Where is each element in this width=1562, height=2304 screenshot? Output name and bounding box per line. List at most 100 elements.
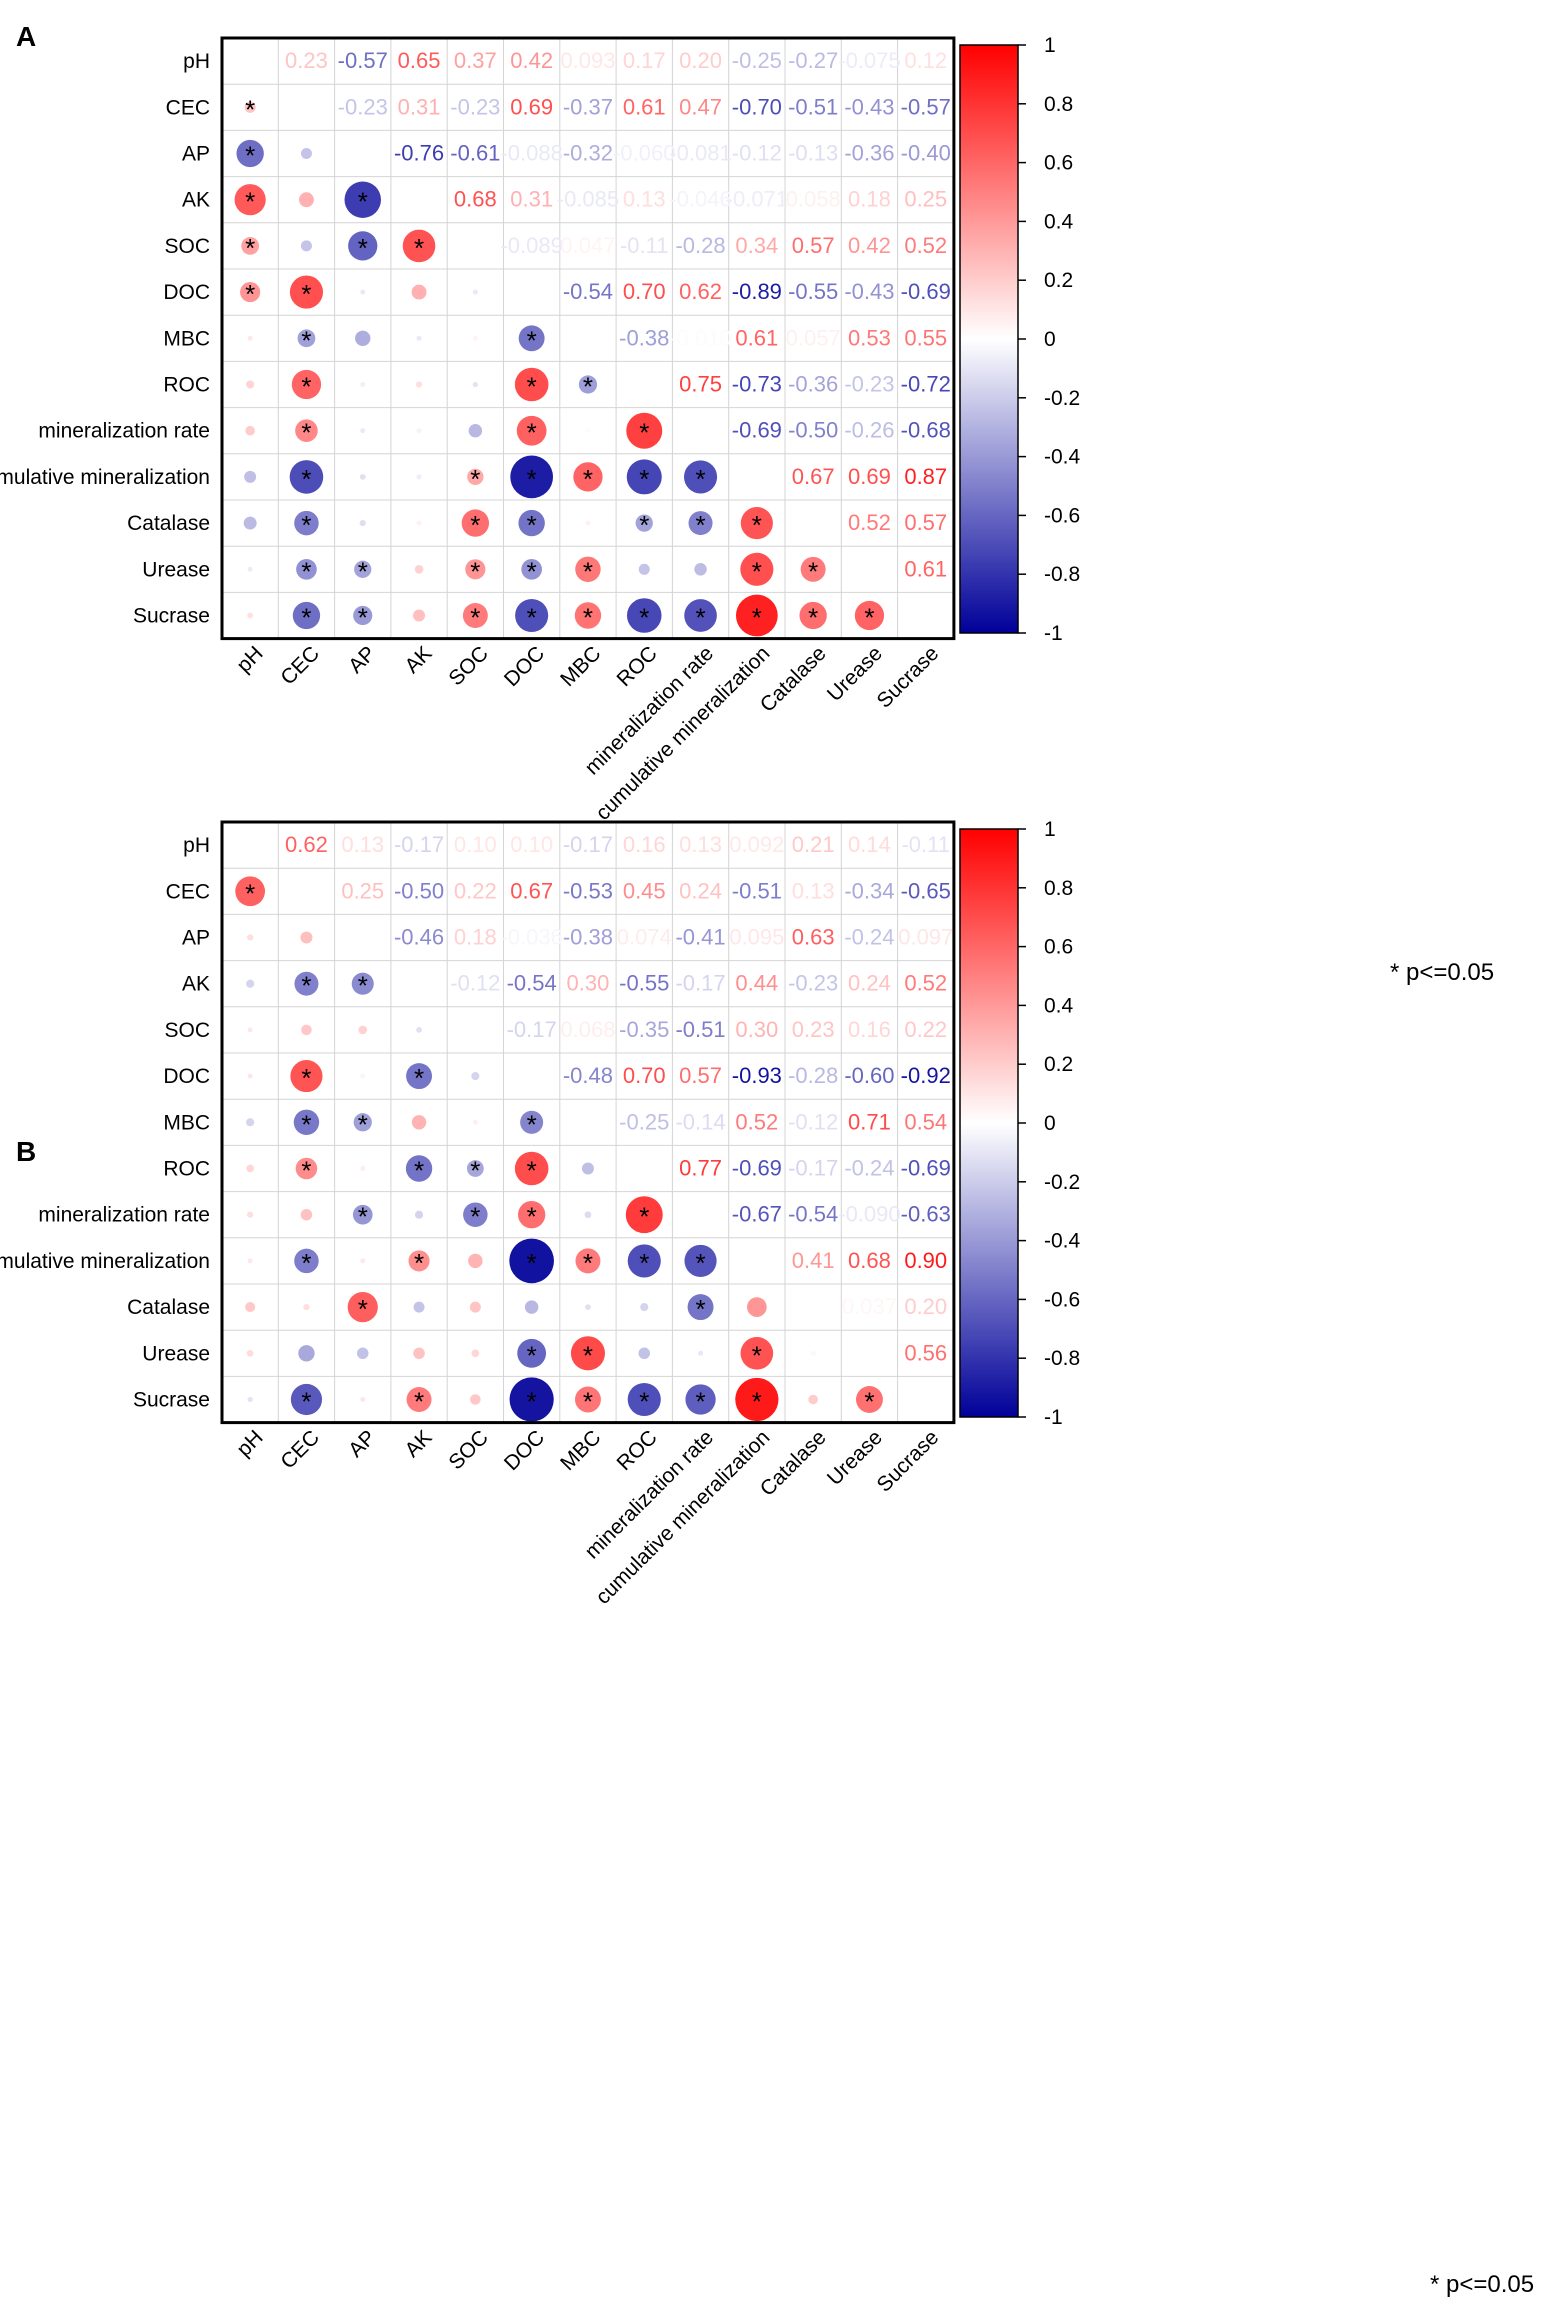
panel-a-significance-star: * <box>245 279 255 309</box>
panel-b-significance-star: * <box>414 1387 424 1417</box>
panel-a-coef-label: 0.42 <box>510 48 553 73</box>
panel-b-col-label: MBC <box>556 1426 605 1475</box>
panel-a-coef-label: -0.89 <box>732 279 782 304</box>
panel-b-coef-label: 0.16 <box>848 1017 891 1042</box>
panel-b-coef-label: -0.54 <box>788 1202 838 1227</box>
panel-b-significance-star: * <box>639 1202 649 1232</box>
panel-b-row-label: CEC <box>166 880 210 903</box>
panel-b-corr-circle <box>575 1248 601 1274</box>
panel-a-coef-label: -0.68 <box>901 418 951 443</box>
panel-a-corr-circle <box>245 425 255 436</box>
panel-b-coef-label: 0.068 <box>560 1017 615 1042</box>
panel-b-significance-star: * <box>752 1340 762 1370</box>
panel-b-corr-circle <box>293 1109 320 1136</box>
panel-b-coef-label: -0.24 <box>844 925 894 950</box>
panel-b-colorbar-tick-label: -0.6 <box>1044 1288 1080 1311</box>
panel-b-significance-star: * <box>527 1387 537 1417</box>
panel-a-coef-label: 0.87 <box>904 464 947 489</box>
panel-a-corr-circle <box>289 275 324 309</box>
panel-b-coef-label: 0.10 <box>454 832 497 857</box>
panel-b-corr-circle <box>413 1347 425 1360</box>
panel-b-coef-label: 0.63 <box>792 925 835 950</box>
panel-b-corr-circle <box>247 934 254 941</box>
panel-b-significance-star: * <box>470 1202 480 1232</box>
panel-a-coef-label: -0.69 <box>901 279 951 304</box>
panel-a-coef-label: 0.18 <box>848 187 891 212</box>
panel-a-corr-circle <box>243 516 257 530</box>
panel-a-colorbar-tick-label: 1 <box>1044 34 1056 57</box>
panel-b-corr-circle <box>360 1258 366 1264</box>
panel-b-coef-label: 0.45 <box>623 878 666 903</box>
panel-b-corr-circle <box>247 1027 253 1033</box>
panel-a-coef-label: 0.20 <box>679 48 722 73</box>
panel-b-coef-label: 0.68 <box>848 1248 891 1273</box>
panel-a-significance-star: * <box>358 233 368 263</box>
panel-a-corr-circle <box>416 335 422 341</box>
panel-b-significance-star: * <box>695 1294 705 1324</box>
panel-a-corr-circle <box>578 375 598 394</box>
panel-a-coef-label: -0.085 <box>557 187 619 212</box>
panel-b-corr-circle <box>685 1384 716 1415</box>
panel-b-coef-label: 0.037 <box>842 1294 897 1319</box>
panel-a-corr-circle <box>585 428 591 434</box>
panel-a-corr-circle <box>626 459 662 495</box>
panel-a-significance-star: * <box>301 556 311 586</box>
panel-b-corr-circle <box>470 1394 481 1405</box>
panel-b-coef-label: -0.17 <box>394 832 444 857</box>
panel-a-corr-circle <box>294 510 319 536</box>
panel-a-corr-circle <box>694 563 707 576</box>
panel-b-coef-label: 0.092 <box>729 832 784 857</box>
panel-b-corr-circle <box>856 1386 883 1413</box>
panel-a-corr-circle <box>516 415 547 446</box>
panel-b-corr-circle <box>574 1386 601 1413</box>
panel-b-coef-label: 0.24 <box>679 878 722 903</box>
panel-b-coef-label: -0.92 <box>901 1063 951 1088</box>
panel-a-corr-circle <box>246 380 255 389</box>
panel-a-corr-circle <box>574 602 602 629</box>
panel-a-coef-label: -0.25 <box>732 48 782 73</box>
panel-b-corr-circle <box>468 1253 483 1269</box>
panel-a-coef-label: -0.50 <box>788 418 838 443</box>
panel-a-corr-circle <box>360 428 366 434</box>
panel-a-corr-circle <box>472 289 478 295</box>
panel-b-corr-circle <box>246 1164 254 1173</box>
panel-a-significance-star: * <box>527 510 537 540</box>
panel-b-coef-label: -0.69 <box>901 1156 951 1181</box>
panel-b-corr-circle <box>405 1155 433 1182</box>
panel-b-colorbar-tick-label: -0.4 <box>1044 1230 1081 1253</box>
panel-b-coef-label: -0.17 <box>563 832 613 857</box>
panel-b-corr-circle <box>408 1250 430 1272</box>
panel-a-significance-star: * <box>527 464 537 494</box>
panel-b-coef-label: 0.23 <box>792 1017 835 1042</box>
panel-b-significance-note: * p<=0.05 <box>1430 2271 1534 2298</box>
panel-b-coef-label: 0.14 <box>848 832 891 857</box>
panel-a-coef-label: -0.13 <box>788 141 838 166</box>
panel-a-coef-label: -0.075 <box>838 48 900 73</box>
panel-b-colorbar-gradient <box>959 828 1019 1418</box>
panel-a-corr-circle <box>518 325 545 352</box>
panel-a-coef-label: -0.36 <box>788 372 838 397</box>
panel-b-col-label: SOC <box>444 1426 492 1474</box>
panel-a-corr-circle <box>296 558 317 580</box>
panel-b-row-label: AP <box>182 927 210 950</box>
panel-a-col-label: Sucrase <box>873 642 944 713</box>
panel-a-significance-star: * <box>695 603 705 633</box>
panel-a-significance-star: * <box>527 372 537 402</box>
panel-b-coef-label: 0.70 <box>623 1063 666 1088</box>
panel-a-corr-circle <box>626 412 663 449</box>
panel-b-corr-circle <box>360 1166 366 1171</box>
panel-b-coef-label: -0.48 <box>563 1063 613 1088</box>
panel-b-significance-star: * <box>301 1156 311 1186</box>
panel-a-corr-circle <box>510 455 554 499</box>
panel-b-coef-label: 0.57 <box>679 1063 722 1088</box>
panel-b-coef-label: -0.41 <box>675 925 725 950</box>
panel-a-coef-label: 0.31 <box>398 94 441 119</box>
panel-a-significance-star: * <box>752 556 762 586</box>
panel-a-coef-label: 0.34 <box>735 233 778 258</box>
panel-b-corr-circle <box>411 1115 427 1130</box>
panel-b-coef-label: -0.65 <box>901 878 951 903</box>
panel-a-significance-star: * <box>583 603 593 633</box>
panel-a-coef-label: -0.26 <box>844 418 894 443</box>
